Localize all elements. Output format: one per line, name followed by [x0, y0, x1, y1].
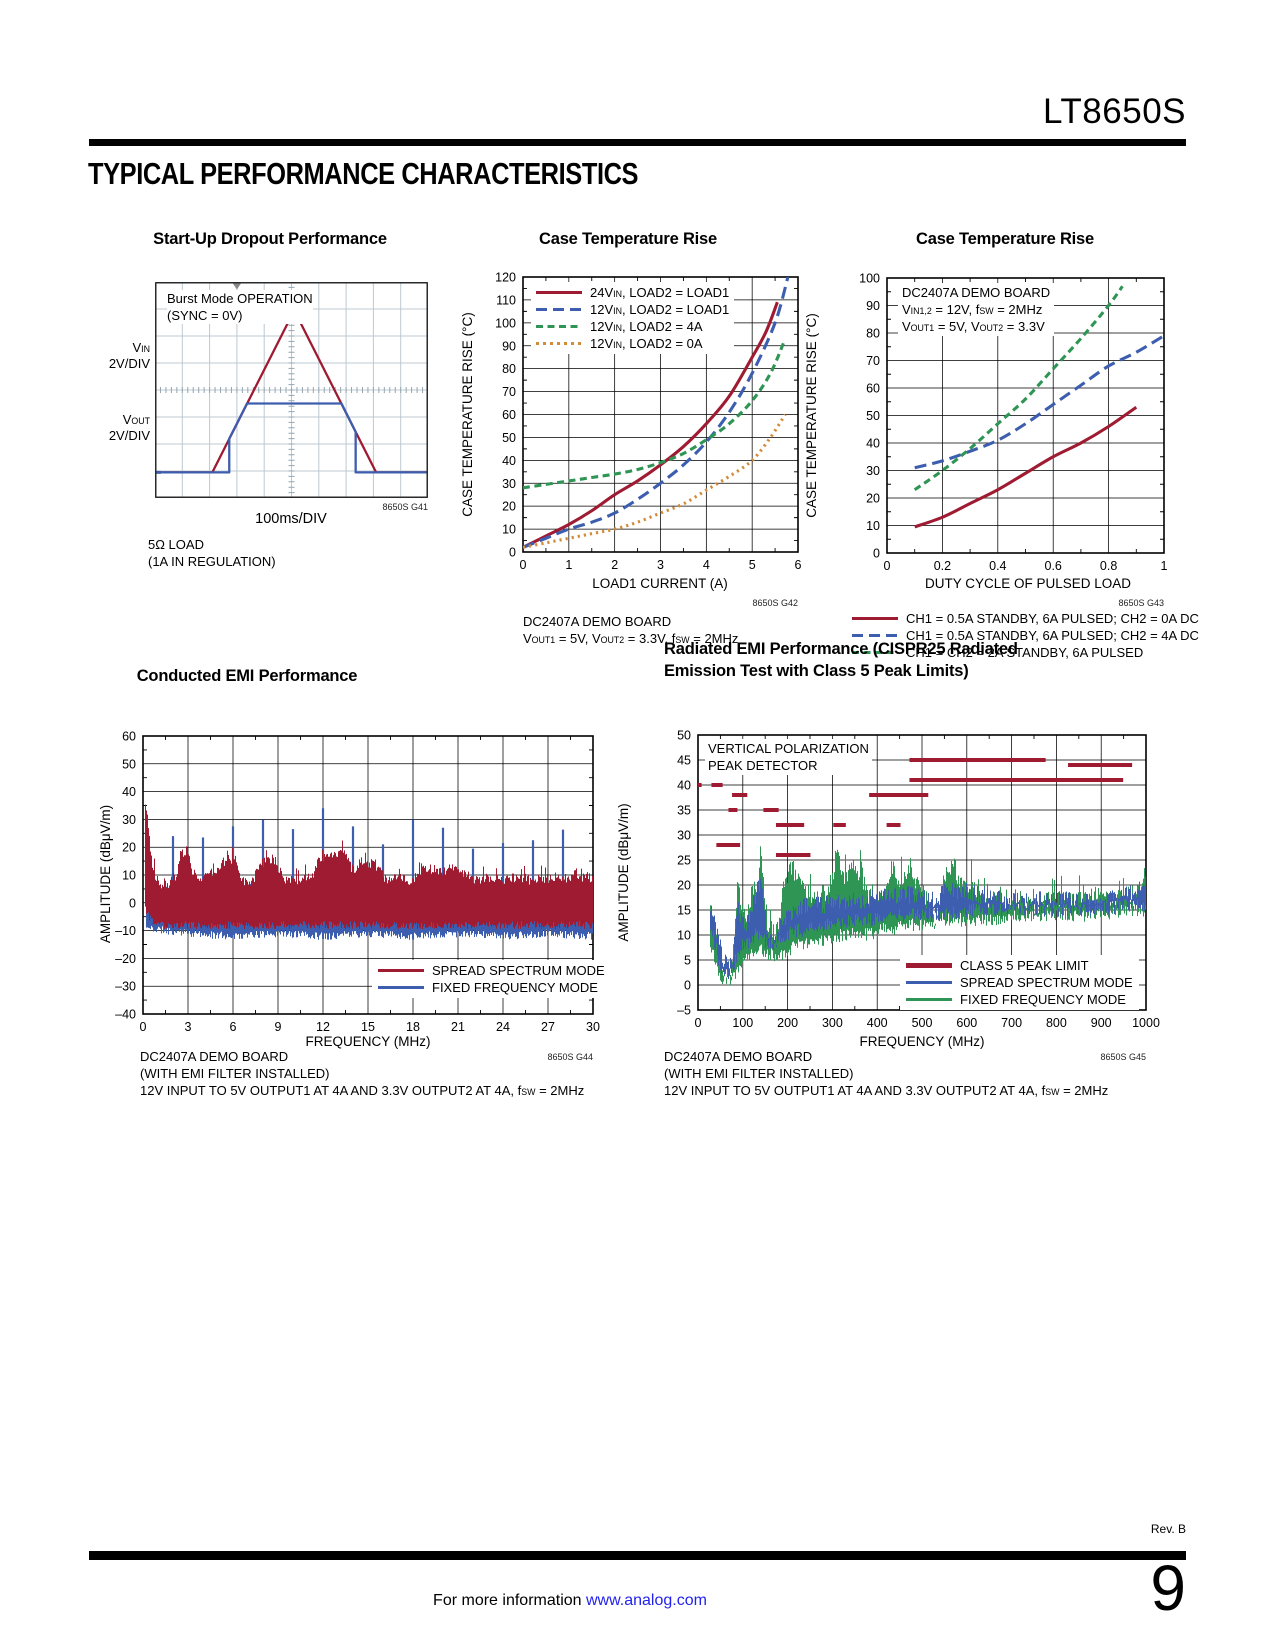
- chart4-legend: SPREAD SPECTRUM MODE FIXED FREQUENCY MODE: [372, 960, 611, 998]
- chart3-legend: CH1 = 0.5A STANDBY, 6A PULSED; CH2 = 0A …: [852, 610, 1199, 661]
- chart-title-startup-dropout: Start-Up Dropout Performance: [153, 230, 387, 248]
- chart3-annotation: DC2407A DEMO BOARD VIN1,2 = 12V, fSW = 2M…: [898, 283, 1055, 336]
- legend-swatch-dash2-line: [536, 325, 582, 328]
- part-number: LT8650S: [1043, 92, 1186, 131]
- legend-label: CH1 = 0.5A STANDBY, 6A PULSED; CH2 = 0A …: [906, 611, 1199, 626]
- graph-id-g44: 8650S G44: [547, 1052, 593, 1062]
- chart2-legend: 24VIN, LOAD2 = LOAD1 12VIN, LOAD2 = LOAD1…: [531, 282, 735, 354]
- vout-axis-label: VOUT 2V/DIV: [108, 412, 150, 443]
- vin-axis-label: VIN 2V/DIV: [108, 340, 150, 371]
- legend-label: FIXED FREQUENCY MODE: [432, 980, 598, 995]
- legend-swatch-thick-line: [906, 963, 952, 968]
- chart4-xlabel: FREQUENCY (MHz): [305, 1034, 431, 1049]
- legend-swatch-solid-line: [852, 617, 898, 620]
- legend-item: CH1 = 0.5A STANDBY, 6A PULSED; CH2 = 0A …: [852, 610, 1199, 627]
- legend-label: 12VIN, LOAD2 = LOAD1: [590, 302, 730, 317]
- legend-item: 12VIN, LOAD2 = LOAD1: [536, 301, 729, 318]
- chart2-xlabel: LOAD1 CURRENT (A): [592, 576, 728, 591]
- legend-item: CLASS 5 PEAK LIMIT: [906, 957, 1133, 974]
- chart5-caption: DC2407A DEMO BOARD (WITH EMI FILTER INSTA…: [664, 1049, 1109, 1098]
- graph-id-g42: 8650S G42: [752, 598, 798, 608]
- legend-swatch-solid-line: [378, 986, 424, 989]
- footer-rule: [89, 1551, 1186, 1560]
- legend-item: 24VIN, LOAD2 = LOAD1: [536, 284, 729, 301]
- legend-swatch-dash-line: [852, 634, 898, 637]
- chart3-ylabel: CASE TEMPERATURE RISE (°C): [804, 313, 819, 518]
- legend-item: FIXED FREQUENCY MODE: [378, 979, 605, 996]
- chart2-caption: DC2407A DEMO BOARD VOUT1 = 5V, VOUT2 = 3.…: [523, 614, 739, 646]
- chart-title-radiated-emi: Radiated EMI Performance (CISPR25 Radiat…: [664, 640, 1018, 680]
- legend-label: CH1 = CH2 = 2A STANDBY, 6A PULSED: [906, 645, 1144, 660]
- legend-swatch-dash2-line: [852, 651, 898, 654]
- page-number: 9: [1150, 1552, 1186, 1624]
- chart5-xlabel: FREQUENCY (MHz): [859, 1034, 985, 1049]
- legend-label: 12VIN, LOAD2 = 0A: [590, 336, 703, 351]
- graph-id-g45: 8650S G45: [1100, 1052, 1146, 1062]
- legend-swatch-dash-line: [536, 308, 582, 311]
- chart5-legend: CLASS 5 PEAK LIMIT SPREAD SPECTRUM MODE FI…: [900, 955, 1139, 1010]
- footer-info: For more information www.analog.com: [320, 1592, 820, 1610]
- legend-label: CH1 = 0.5A STANDBY, 6A PULSED; CH2 = 4A …: [906, 628, 1199, 643]
- legend-swatch-solid-line: [378, 969, 424, 972]
- chart2-ylabel: CASE TEMPERATURE RISE (°C): [460, 312, 475, 517]
- legend-swatch-solid-line: [906, 981, 952, 984]
- legend-item: 12VIN, LOAD2 = 0A: [536, 335, 729, 352]
- chart-title-case-temp-duty: Case Temperature Rise: [916, 230, 1094, 248]
- legend-label: FIXED FREQUENCY MODE: [960, 992, 1126, 1007]
- chart5-annotation: VERTICAL POLARIZATION PEAK DETECTOR: [705, 739, 872, 775]
- legend-item: FIXED FREQUENCY MODE: [906, 991, 1133, 1008]
- chart5-ylabel: AMPLITUDE (dBμV/m): [616, 803, 631, 942]
- scope-caption: 5Ω LOAD (1A IN REGULATION): [148, 537, 276, 569]
- scope-xlabel: 100ms/DIV: [255, 511, 327, 527]
- legend-swatch-dot-line: [536, 342, 582, 345]
- legend-label: 24VIN, LOAD2 = LOAD1: [590, 285, 730, 300]
- legend-item: SPREAD SPECTRUM MODE: [378, 962, 605, 979]
- legend-swatch-solid-line: [536, 291, 582, 294]
- legend-item: CH1 = CH2 = 2A STANDBY, 6A PULSED: [852, 644, 1199, 661]
- legend-swatch-solid-line: [906, 998, 952, 1001]
- legend-label: CLASS 5 PEAK LIMIT: [960, 958, 1089, 973]
- legend-label: SPREAD SPECTRUM MODE: [432, 963, 605, 978]
- footer-info-text: For more information: [433, 1592, 582, 1609]
- graph-id-g43: 8650S G43: [1118, 598, 1164, 608]
- analog-link[interactable]: www.analog.com: [586, 1592, 707, 1609]
- legend-label: SPREAD SPECTRUM MODE: [960, 975, 1133, 990]
- legend-item: 12VIN, LOAD2 = 4A: [536, 318, 729, 335]
- legend-label: 12VIN, LOAD2 = 4A: [590, 319, 703, 334]
- graph-id-g41: 8650S G41: [382, 502, 428, 512]
- legend-item: CH1 = 0.5A STANDBY, 6A PULSED; CH2 = 4A …: [852, 627, 1199, 644]
- legend-item: SPREAD SPECTRUM MODE: [906, 974, 1133, 991]
- scope-annotation: Burst Mode OPERATION (SYNC = 0V): [167, 290, 313, 324]
- chart4-caption: DC2407A DEMO BOARD (WITH EMI FILTER INSTA…: [140, 1049, 585, 1098]
- chart-title-case-temp-load: Case Temperature Rise: [539, 230, 717, 248]
- section-title: TYPICAL PERFORMANCE CHARACTERISTICS: [88, 156, 639, 191]
- header-rule: [89, 139, 1186, 146]
- chart-title-conducted-emi: Conducted EMI Performance: [136, 667, 358, 685]
- chart3-xlabel: DUTY CYCLE OF PULSED LOAD: [925, 576, 1132, 591]
- revision-label: Rev. B: [1150, 1522, 1186, 1536]
